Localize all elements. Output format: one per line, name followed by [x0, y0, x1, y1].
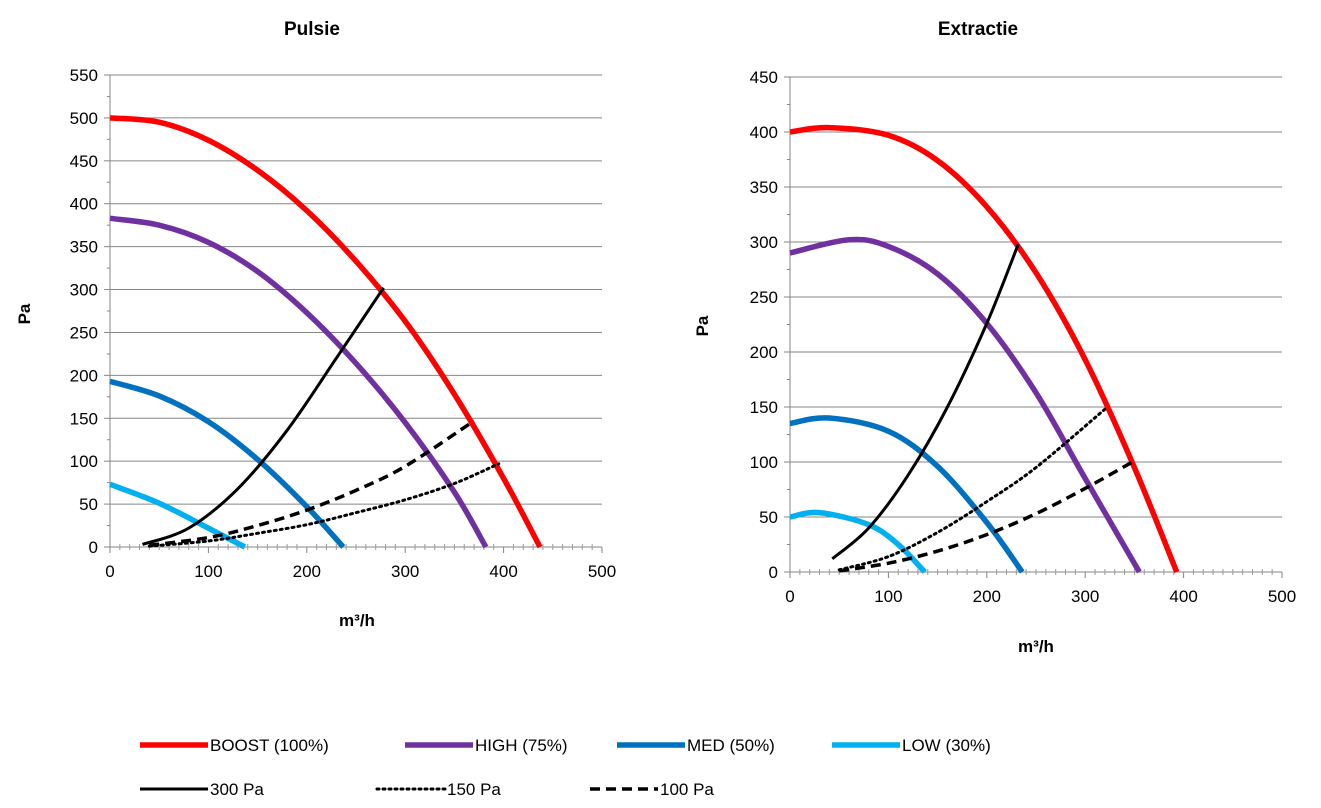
- chart-title: Extractie: [938, 19, 1018, 40]
- x-tick-label: 0: [785, 587, 794, 606]
- y-tick-label: 500: [70, 109, 98, 128]
- x-tick-label: 100: [194, 562, 222, 581]
- legend-label: BOOST (100%): [210, 736, 329, 755]
- x-tick-label: 300: [391, 562, 419, 581]
- legend-label: LOW (30%): [902, 736, 991, 755]
- y-tick-label: 100: [70, 452, 98, 471]
- y-tick-label: 450: [70, 152, 98, 171]
- y-tick-label: 550: [70, 66, 98, 85]
- x-tick-label: 500: [588, 562, 616, 581]
- y-tick-label: 200: [70, 366, 98, 385]
- x-tick-label: 200: [293, 562, 321, 581]
- legend-item: BOOST (100%): [140, 736, 329, 755]
- series-line-100-pa: [149, 419, 476, 548]
- y-tick-label: 450: [750, 68, 778, 87]
- series-line-high-75: [789, 236, 1142, 574]
- series-line-300-pa: [831, 243, 1020, 560]
- chart-pulsie: Pulsie m³/h Pa 0 50 100 150 200 250 300 350 400 4…: [15, 19, 616, 630]
- y-axis-label: Pa: [693, 315, 712, 336]
- y-tick-label: 0: [769, 563, 778, 582]
- chart-extractie: Extractie m³/h Pa 0 50 100 150 200 250 300 350 4…: [693, 19, 1296, 656]
- legend-label: MED (50%): [687, 736, 775, 755]
- y-tick-label: 350: [750, 178, 778, 197]
- legend-label: 100 Pa: [660, 780, 714, 799]
- x-tick-label: 200: [973, 587, 1001, 606]
- y-tick-label: 300: [750, 233, 778, 252]
- x-tick-label: 100: [874, 587, 902, 606]
- series-line-med-50: [109, 378, 346, 549]
- y-tick-label: 400: [70, 195, 98, 214]
- series-line-100-pa: [838, 459, 1136, 573]
- x-tick-label: 0: [105, 562, 114, 581]
- chart-title: Pulsie: [284, 19, 340, 40]
- x-tick-label: 400: [1169, 587, 1197, 606]
- series-line-med-50: [789, 415, 1025, 574]
- series-line-150-pa: [147, 462, 501, 548]
- legend-item: 100 Pa: [590, 780, 714, 799]
- legend-label: HIGH (75%): [475, 736, 568, 755]
- y-tick-label: 250: [750, 288, 778, 307]
- x-axis-label: m³/h: [339, 611, 375, 630]
- y-tick-label: 0: [89, 538, 98, 557]
- legend-label: 150 Pa: [447, 780, 501, 799]
- x-tick-label: 500: [1268, 587, 1296, 606]
- y-tick-label: 200: [750, 343, 778, 362]
- series-line-boost-100: [789, 124, 1180, 574]
- legend-item: LOW (30%): [832, 736, 991, 755]
- series-line-300-pa: [141, 286, 385, 546]
- legend: BOOST (100%) HIGH (75%) MED (50%) LOW (30%)…: [140, 736, 991, 799]
- series-line-boost-100: [109, 115, 543, 549]
- y-tick-label: 350: [70, 238, 98, 257]
- y-tick-label: 400: [750, 123, 778, 142]
- x-axis-label: m³/h: [1018, 637, 1054, 656]
- x-tick-label: 400: [489, 562, 517, 581]
- y-tick-label: 250: [70, 323, 98, 342]
- legend-item: 150 Pa: [375, 780, 501, 799]
- y-axis-label: Pa: [15, 303, 34, 324]
- legend-item: MED (50%): [617, 736, 775, 755]
- legend-item: 300 Pa: [140, 780, 264, 799]
- y-tick-label: 100: [750, 453, 778, 472]
- y-tick-label: 50: [759, 508, 778, 527]
- y-tick-label: 300: [70, 281, 98, 300]
- series-line-low-30: [109, 481, 247, 550]
- legend-label: 300 Pa: [210, 780, 264, 799]
- series-line-150-pa: [837, 407, 1107, 572]
- y-tick-label: 50: [79, 495, 98, 514]
- x-tick-label: 300: [1071, 587, 1099, 606]
- series-line-high-75: [109, 215, 489, 549]
- y-tick-label: 150: [750, 398, 778, 417]
- y-tick-label: 150: [70, 409, 98, 428]
- legend-item: HIGH (75%): [405, 736, 568, 755]
- series-line-low-30: [789, 509, 927, 574]
